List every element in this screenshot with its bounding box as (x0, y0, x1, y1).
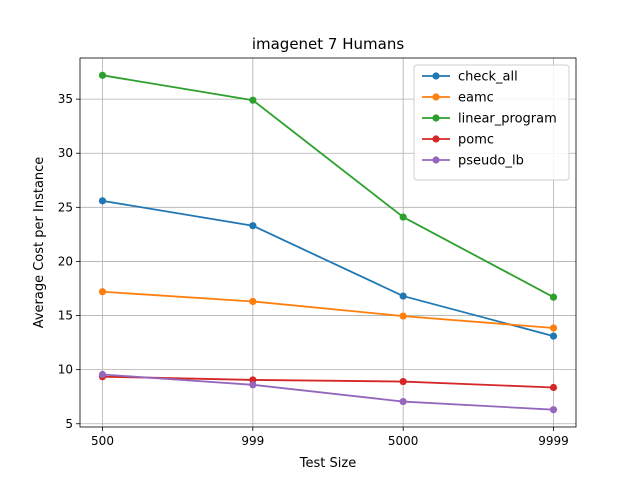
series-eamc (98, 288, 558, 332)
y-tick-label: 25 (58, 200, 73, 214)
x-tick-label: 500 (91, 434, 114, 448)
legend-label: check_all (458, 70, 518, 85)
x-tick-label: 5000 (388, 434, 419, 448)
data-point (98, 370, 107, 379)
legend-item: eamc (422, 91, 494, 106)
data-point (399, 377, 407, 386)
series-line (102, 375, 554, 389)
y-axis-label: Average Cost per Instance (32, 157, 47, 329)
y-tick-label: 5 (65, 417, 73, 431)
data-point (399, 213, 407, 221)
data-point (549, 324, 558, 332)
series-check-all (98, 197, 558, 340)
data-point (249, 381, 257, 389)
data-point (549, 383, 558, 392)
data-point (549, 332, 558, 340)
plot-frame (79, 57, 577, 428)
legend-item: linear_program (422, 112, 557, 127)
series-line (102, 373, 554, 411)
data-point (549, 406, 558, 414)
data-point (249, 297, 257, 306)
legend-swatch-marker (432, 72, 440, 80)
data-point (399, 397, 407, 406)
legend-item: pseudo_lb (422, 154, 524, 169)
data-point (98, 288, 107, 296)
series-line (102, 74, 554, 298)
x-tick-label: 9999 (538, 434, 569, 448)
y-tick-label: 20 (58, 254, 73, 268)
data-point (399, 312, 407, 320)
y-tick-label: 10 (58, 363, 73, 377)
data-point (549, 293, 558, 301)
series-pseudo-lb (98, 370, 558, 414)
legend-label: eamc (458, 91, 494, 106)
y-tick-label: 30 (58, 146, 73, 160)
data-point (98, 197, 107, 205)
data-point (249, 96, 257, 104)
legend-label: pomc (458, 133, 494, 148)
chart-title: imagenet 7 Humans (252, 35, 405, 53)
x-axis-label: Test Size (299, 456, 356, 471)
legend-swatch-marker (432, 93, 440, 101)
legend-item: pomc (422, 133, 494, 148)
series-linear-program (98, 71, 558, 301)
legend-swatch-marker (432, 156, 440, 164)
legend-item: check_all (422, 70, 518, 85)
legend-label: pseudo_lb (458, 154, 524, 169)
data-point (399, 292, 407, 300)
legend-swatch-marker (432, 114, 440, 122)
x-tick-label: 999 (241, 434, 264, 448)
y-tick-label: 35 (58, 92, 73, 106)
series-lines (98, 71, 558, 414)
data-point (249, 222, 257, 230)
series-line (102, 290, 554, 329)
axis-ticks: 500 999 5000 9999 5 10 15 20 25 30 35 (58, 92, 569, 448)
data-point (98, 71, 107, 79)
series-line (102, 199, 554, 337)
legend-box (413, 64, 570, 181)
legend-swatch-marker (432, 135, 440, 143)
y-tick-label: 15 (58, 309, 73, 323)
legend-label: linear_program (458, 112, 557, 127)
